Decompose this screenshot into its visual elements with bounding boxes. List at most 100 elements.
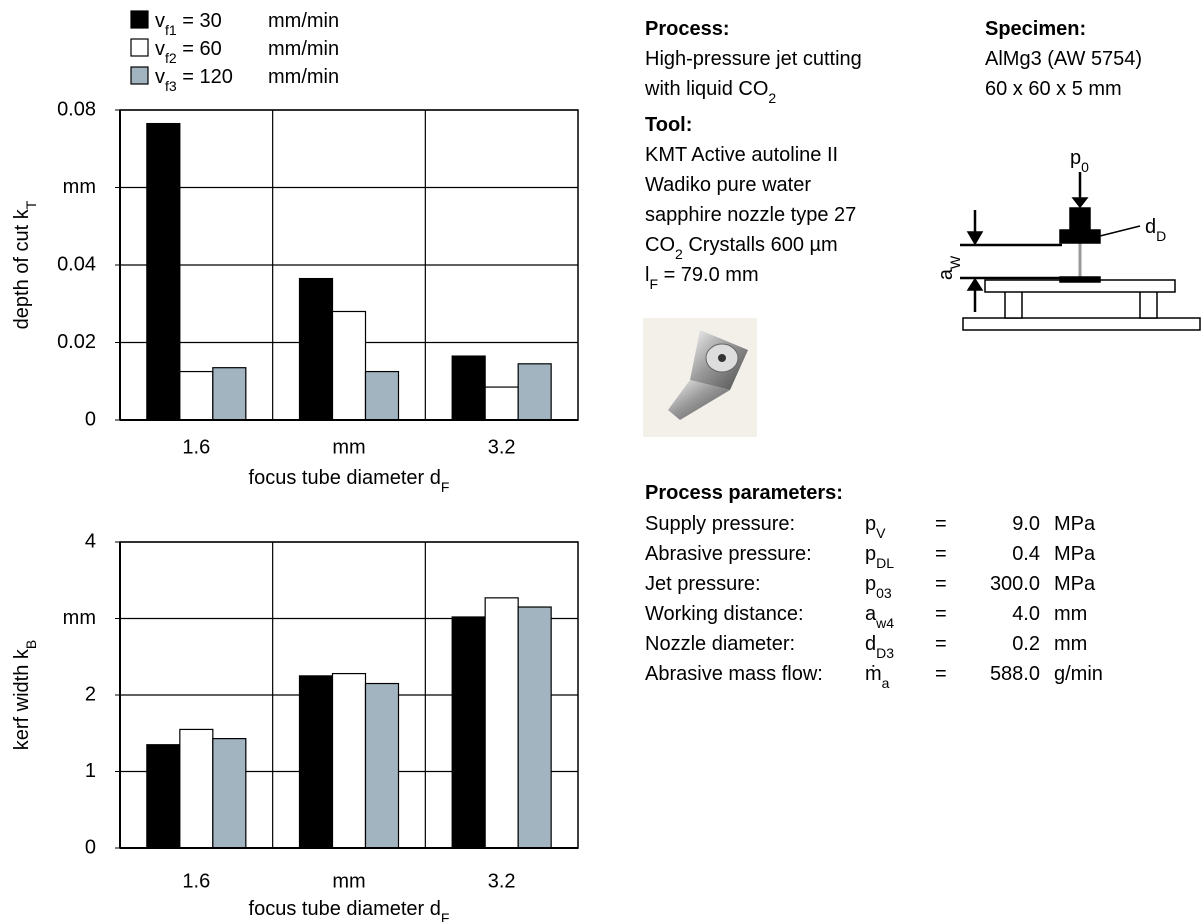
param-value: 588.0 <box>990 663 1040 685</box>
section-heading: Process parameters: <box>645 482 843 504</box>
x-tick-label: mm <box>332 870 365 892</box>
y-tick-label: 0.08 <box>57 98 96 120</box>
param-unit: MPa <box>1054 543 1096 565</box>
subscript: 2 <box>768 90 776 106</box>
param-eq: = <box>935 633 947 655</box>
bar <box>180 372 213 420</box>
subscript: a <box>882 675 890 691</box>
text-part: with liquid CO <box>644 78 768 100</box>
bar <box>147 745 180 848</box>
text-part: d <box>1145 216 1156 238</box>
bar <box>213 368 246 420</box>
param-value: 4.0 <box>1012 603 1040 625</box>
text-part: p <box>865 513 876 535</box>
diagram-label: aW <box>935 255 963 280</box>
x-axis-label: focus tube diameter dF <box>249 898 450 922</box>
param-eq: = <box>935 663 947 685</box>
subscript: D <box>1156 228 1166 244</box>
param-label: Abrasive pressure: <box>645 543 812 565</box>
x-tick-label: 3.2 <box>488 436 516 458</box>
param-eq: = <box>935 543 947 565</box>
y-tick-label: 0.02 <box>57 331 96 353</box>
section-heading: Specimen: <box>985 18 1086 40</box>
subscript: D3 <box>876 645 894 661</box>
text-part: p <box>865 543 876 565</box>
text-part: = 30 <box>177 10 222 32</box>
text-part: d <box>865 633 876 655</box>
text-part: p <box>1070 147 1081 169</box>
y-tick-label: 4 <box>85 530 96 552</box>
x-tick-label: mm <box>332 436 365 458</box>
subscript: B <box>23 640 39 649</box>
param-unit: MPa <box>1054 573 1096 595</box>
bar <box>213 739 246 848</box>
subscript: W <box>947 255 963 269</box>
y-tick-label: mm <box>63 176 96 198</box>
bar <box>180 729 213 848</box>
legend-swatch <box>131 11 148 28</box>
param-symbol: p03 <box>865 573 892 601</box>
bar <box>366 684 399 848</box>
info-line: KMT Active autoline II <box>645 144 838 166</box>
text-part: v <box>155 10 165 32</box>
param-eq: = <box>935 603 947 625</box>
param-value: 300.0 <box>990 573 1040 595</box>
subscript: F <box>649 276 658 292</box>
subscript: T <box>23 200 39 209</box>
subscript: F <box>441 910 450 922</box>
diagram-label: p0 <box>1070 147 1089 175</box>
info-line: High-pressure jet cutting <box>645 48 862 70</box>
y-tick-label: 1 <box>85 760 96 782</box>
text-part: v <box>155 66 165 88</box>
bar <box>518 364 551 420</box>
legend-swatch <box>131 67 148 84</box>
y-tick-label: 0 <box>85 836 96 858</box>
figure: 00.020.04mm0.081.6mm3.2focus tube diamet… <box>0 0 1203 922</box>
text-part: focus tube diameter d <box>249 467 441 489</box>
setup-diagram <box>960 172 1200 330</box>
subscript: F <box>441 479 450 495</box>
y-tick-label: 0 <box>85 408 96 430</box>
x-axis-label: focus tube diameter dF <box>249 467 450 495</box>
legend-label: vf3 = 120 <box>155 66 233 94</box>
subscript: f1 <box>165 22 177 38</box>
param-symbol: ṁa <box>865 663 890 691</box>
legend-unit: mm/min <box>268 66 339 88</box>
param-unit: mm <box>1054 633 1087 655</box>
x-tick-label: 3.2 <box>488 870 516 892</box>
section-heading: Process: <box>645 18 730 40</box>
info-line: CO2 Crystalls 600 µm <box>645 234 838 262</box>
text-part: sapphire nozzle type 27 <box>645 204 856 226</box>
text-part: v <box>155 38 165 60</box>
text-part: AlMg3 (AW 5754) <box>985 48 1142 70</box>
subscript: w4 <box>875 615 894 631</box>
param-label: Abrasive mass flow: <box>645 663 823 685</box>
bar <box>300 279 333 420</box>
bar <box>518 607 551 848</box>
bar <box>485 387 518 420</box>
info-line: sapphire nozzle type 27 <box>645 204 856 226</box>
bar <box>452 356 485 420</box>
y-axis-label: depth of cut kT <box>11 200 39 329</box>
legend-label: vf2 = 60 <box>155 38 222 66</box>
nozzle-photo <box>643 318 757 437</box>
info-line: lF = 79.0 mm <box>645 264 759 292</box>
text-part: = 79.0 mm <box>658 264 759 286</box>
bar <box>147 124 180 420</box>
bar <box>333 312 366 421</box>
param-label: Supply pressure: <box>645 513 795 535</box>
text-part: High-pressure jet cutting <box>645 48 862 70</box>
subscript: f3 <box>165 78 177 94</box>
text-part: = 120 <box>177 66 233 88</box>
y-tick-label: 0.04 <box>57 253 96 275</box>
diagram-label: dD <box>1145 216 1166 244</box>
bar <box>300 676 333 848</box>
subscript: DL <box>876 555 894 571</box>
param-value: 0.4 <box>1012 543 1040 565</box>
y-tick-label: mm <box>63 607 96 629</box>
legend-label: vf1 = 30 <box>155 10 222 38</box>
param-symbol: dD3 <box>865 633 894 661</box>
subscript: 2 <box>675 246 683 262</box>
text-part: p <box>865 573 876 595</box>
param-unit: g/min <box>1054 663 1103 685</box>
